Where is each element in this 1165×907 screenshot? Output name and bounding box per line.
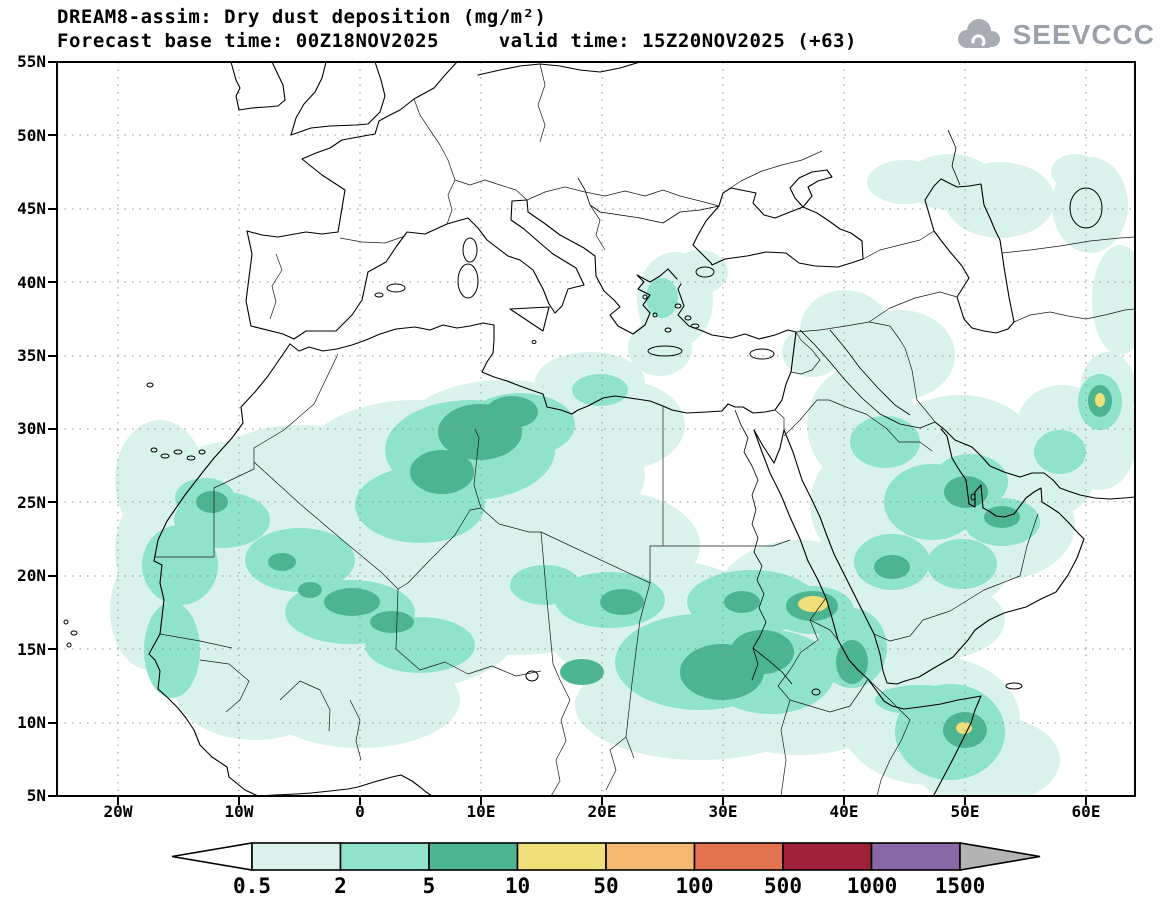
- x-tick-label: 50E: [950, 802, 980, 821]
- y-tick-label: 40N: [17, 273, 46, 292]
- cloud-icon: [957, 19, 1000, 48]
- colorbar-label: 0.5: [233, 874, 271, 898]
- colorbar: [171, 842, 1041, 871]
- chart-subtitle: Forecast base time: 00Z18NOV2025 valid t…: [57, 30, 857, 52]
- colorbar-label: 100: [675, 874, 714, 898]
- dust-field-level-10: [798, 393, 1105, 734]
- colorbar-label: 5: [422, 874, 436, 898]
- y-tick-label: 30N: [17, 419, 46, 438]
- y-tick-label: 10N: [17, 713, 46, 732]
- chart-title: DREAM8-assim: Dry dust deposition (mg/m²…: [57, 6, 547, 28]
- islands: [63, 187, 1103, 696]
- seevccc-logo: SEEVCCC: [952, 16, 1155, 54]
- colorbar-arrow-right: [959, 842, 1041, 871]
- x-tick-label: 40E: [829, 802, 859, 821]
- y-tick-label: 35N: [17, 346, 46, 365]
- y-tick-label: 25N: [17, 493, 46, 512]
- y-tick-label: 50N: [17, 126, 46, 145]
- x-tick-label: 0: [355, 802, 365, 821]
- colorbar-label: 1500: [934, 874, 986, 898]
- y-tick-label: 20N: [17, 566, 46, 585]
- y-tick-label: 45N: [17, 199, 46, 218]
- y-tick-label: 55N: [17, 52, 46, 71]
- colorbar-segment: [339, 842, 430, 871]
- colorbar-segment: [516, 842, 607, 871]
- rivers: [577, 129, 961, 685]
- colorbar-segment: [605, 842, 696, 871]
- colorbar-segment: [870, 842, 961, 871]
- country-borders: [154, 63, 1135, 796]
- x-tick-label: 60E: [1071, 802, 1101, 821]
- colorbar-label: 10: [504, 874, 531, 898]
- colorbar-label: 500: [764, 874, 802, 898]
- logo-text: SEEVCCC: [1012, 19, 1155, 50]
- colorbar-label: 2: [334, 874, 347, 898]
- x-tick-label: 10W: [224, 802, 254, 821]
- coastlines: [148, 62, 1135, 796]
- x-tick-label: 20E: [587, 802, 617, 821]
- x-tick-label: 10E: [466, 802, 496, 821]
- y-tick-label: 15N: [17, 640, 46, 659]
- colorbar-segment: [782, 842, 873, 871]
- x-tick-label: 30E: [708, 802, 738, 821]
- colorbar-segment: [251, 842, 342, 871]
- y-tick-label: 5N: [26, 786, 46, 805]
- colorbar-label: 50: [593, 874, 619, 898]
- x-tick-label: 20W: [103, 802, 133, 821]
- colorbar-arrow-left: [171, 842, 253, 871]
- plot-frame: [56, 61, 1136, 797]
- colorbar-segment: [428, 842, 519, 871]
- colorbar-segment: [693, 842, 784, 871]
- axis-ticks: [48, 61, 1087, 805]
- colorbar-label: 1000: [846, 874, 898, 898]
